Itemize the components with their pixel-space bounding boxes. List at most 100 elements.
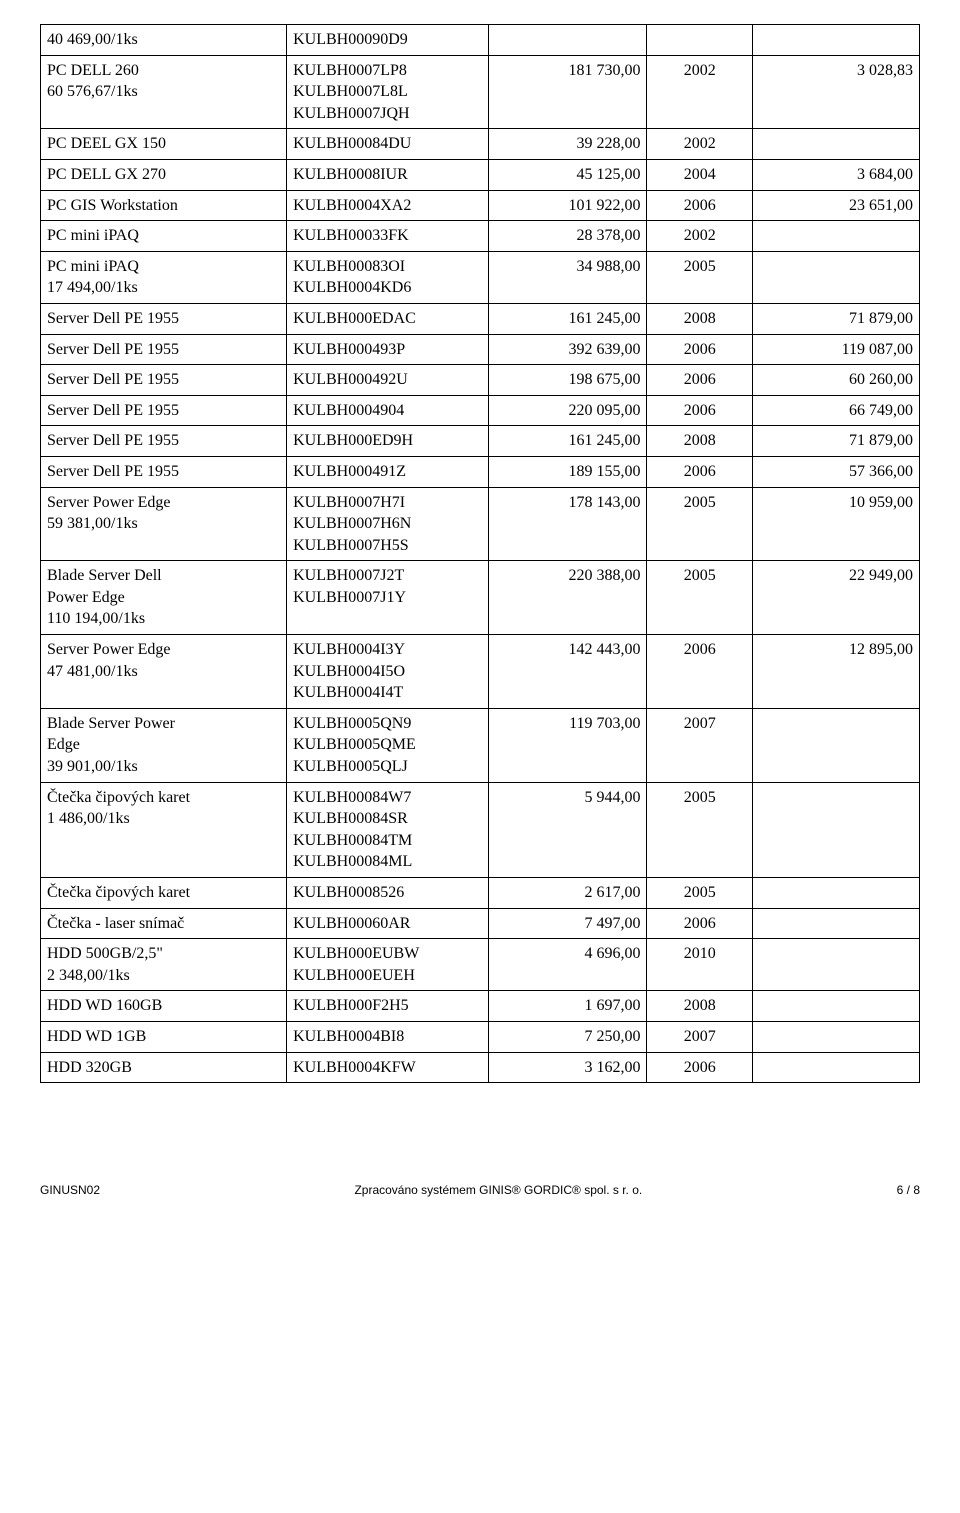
cell-amount: 39 228,00	[489, 129, 647, 160]
cell-description: Server Power Edge59 381,00/1ks	[41, 487, 287, 561]
cell-code: KULBH0005QN9KULBH0005QMEKULBH0005QLJ	[287, 708, 489, 782]
cell-value: 57 366,00	[752, 456, 919, 487]
cell-description: Server Dell PE 1955	[41, 303, 287, 334]
cell-amount: 178 143,00	[489, 487, 647, 561]
cell-description: PC DELL 26060 576,67/1ks	[41, 55, 287, 129]
table-row: HDD 500GB/2,5"2 348,00/1ksKULBH000EUBWKU…	[41, 939, 920, 991]
cell-year: 2005	[647, 487, 752, 561]
cell-value	[752, 782, 919, 877]
cell-amount: 161 245,00	[489, 426, 647, 457]
table-row: Čtečka - laser snímačKULBH00060AR7 497,0…	[41, 908, 920, 939]
cell-year: 2008	[647, 426, 752, 457]
table-row: PC GIS WorkstationKULBH0004XA2101 922,00…	[41, 190, 920, 221]
cell-value	[752, 908, 919, 939]
cell-code: KULBH000EDAC	[287, 303, 489, 334]
cell-year: 2004	[647, 159, 752, 190]
cell-amount: 161 245,00	[489, 303, 647, 334]
cell-description: HDD 500GB/2,5"2 348,00/1ks	[41, 939, 287, 991]
cell-amount: 34 988,00	[489, 251, 647, 303]
cell-value: 12 895,00	[752, 635, 919, 709]
cell-code: KULBH00084DU	[287, 129, 489, 160]
cell-amount: 4 696,00	[489, 939, 647, 991]
cell-code: KULBH00090D9	[287, 25, 489, 56]
cell-amount: 7 250,00	[489, 1021, 647, 1052]
cell-value	[752, 708, 919, 782]
cell-amount: 5 944,00	[489, 782, 647, 877]
cell-year: 2008	[647, 303, 752, 334]
cell-code: KULBH0004KFW	[287, 1052, 489, 1083]
table-row: HDD WD 1GBKULBH0004BI87 250,002007	[41, 1021, 920, 1052]
cell-amount: 1 697,00	[489, 991, 647, 1022]
cell-value: 22 949,00	[752, 561, 919, 635]
cell-code: KULBH0004BI8	[287, 1021, 489, 1052]
table-row: HDD 320GBKULBH0004KFW3 162,002006	[41, 1052, 920, 1083]
cell-description: 40 469,00/1ks	[41, 25, 287, 56]
cell-description: Blade Server DellPower Edge110 194,00/1k…	[41, 561, 287, 635]
cell-year: 2006	[647, 1052, 752, 1083]
cell-amount	[489, 25, 647, 56]
table-row: Čtečka čipových karetKULBH00085262 617,0…	[41, 878, 920, 909]
cell-description: PC GIS Workstation	[41, 190, 287, 221]
cell-year: 2006	[647, 635, 752, 709]
table-row: Blade Server PowerEdge39 901,00/1ksKULBH…	[41, 708, 920, 782]
cell-description: PC DEEL GX 150	[41, 129, 287, 160]
cell-description: Server Dell PE 1955	[41, 334, 287, 365]
cell-description: Čtečka - laser snímač	[41, 908, 287, 939]
cell-code: KULBH0007J2TKULBH0007J1Y	[287, 561, 489, 635]
cell-code: KULBH000ED9H	[287, 426, 489, 457]
table-row: Server Dell PE 1955KULBH000ED9H161 245,0…	[41, 426, 920, 457]
cell-code: KULBH0007LP8KULBH0007L8LKULBH0007JQH	[287, 55, 489, 129]
table-row: PC DELL GX 270KULBH0008IUR45 125,0020043…	[41, 159, 920, 190]
cell-year: 2006	[647, 190, 752, 221]
cell-value: 71 879,00	[752, 303, 919, 334]
cell-description: Čtečka čipových karet	[41, 878, 287, 909]
page-footer: GINUSN02 Zpracováno systémem GINIS® GORD…	[40, 1183, 920, 1197]
cell-amount: 119 703,00	[489, 708, 647, 782]
cell-year: 2007	[647, 708, 752, 782]
table-row: Server Dell PE 1955KULBH000493P392 639,0…	[41, 334, 920, 365]
cell-amount: 28 378,00	[489, 221, 647, 252]
cell-value	[752, 1052, 919, 1083]
cell-year: 2002	[647, 55, 752, 129]
cell-value	[752, 939, 919, 991]
cell-description: Blade Server PowerEdge39 901,00/1ks	[41, 708, 287, 782]
cell-value	[752, 991, 919, 1022]
cell-year: 2002	[647, 129, 752, 160]
table-row: Čtečka čipových karet1 486,00/1ksKULBH00…	[41, 782, 920, 877]
table-row: Blade Server DellPower Edge110 194,00/1k…	[41, 561, 920, 635]
cell-code: KULBH00084W7KULBH00084SRKULBH00084TMKULB…	[287, 782, 489, 877]
cell-amount: 198 675,00	[489, 365, 647, 396]
cell-description: HDD WD 1GB	[41, 1021, 287, 1052]
cell-amount: 101 922,00	[489, 190, 647, 221]
table-row: Server Dell PE 1955KULBH0004904220 095,0…	[41, 395, 920, 426]
table-row: Server Power Edge47 481,00/1ksKULBH0004I…	[41, 635, 920, 709]
table-row: PC DEEL GX 150KULBH00084DU39 228,002002	[41, 129, 920, 160]
cell-code: KULBH000493P	[287, 334, 489, 365]
cell-amount: 392 639,00	[489, 334, 647, 365]
table-row: PC mini iPAQ17 494,00/1ksKULBH00083OIKUL…	[41, 251, 920, 303]
cell-description: Čtečka čipových karet1 486,00/1ks	[41, 782, 287, 877]
cell-year: 2007	[647, 1021, 752, 1052]
cell-code: KULBH0008IUR	[287, 159, 489, 190]
cell-code: KULBH0007H7IKULBH0007H6NKULBH0007H5S	[287, 487, 489, 561]
cell-value: 60 260,00	[752, 365, 919, 396]
cell-value	[752, 251, 919, 303]
cell-code: KULBH000492U	[287, 365, 489, 396]
cell-code: KULBH000491Z	[287, 456, 489, 487]
footer-left: GINUSN02	[40, 1183, 100, 1197]
cell-year: 2006	[647, 334, 752, 365]
cell-year: 2005	[647, 782, 752, 877]
cell-year: 2002	[647, 221, 752, 252]
cell-year: 2006	[647, 365, 752, 396]
cell-year: 2005	[647, 878, 752, 909]
cell-value: 3 028,83	[752, 55, 919, 129]
cell-year: 2006	[647, 456, 752, 487]
cell-code: KULBH000EUBWKULBH000EUEH	[287, 939, 489, 991]
cell-amount: 220 388,00	[489, 561, 647, 635]
cell-value	[752, 129, 919, 160]
cell-description: HDD WD 160GB	[41, 991, 287, 1022]
cell-value: 119 087,00	[752, 334, 919, 365]
cell-year: 2008	[647, 991, 752, 1022]
cell-value: 3 684,00	[752, 159, 919, 190]
cell-amount: 2 617,00	[489, 878, 647, 909]
